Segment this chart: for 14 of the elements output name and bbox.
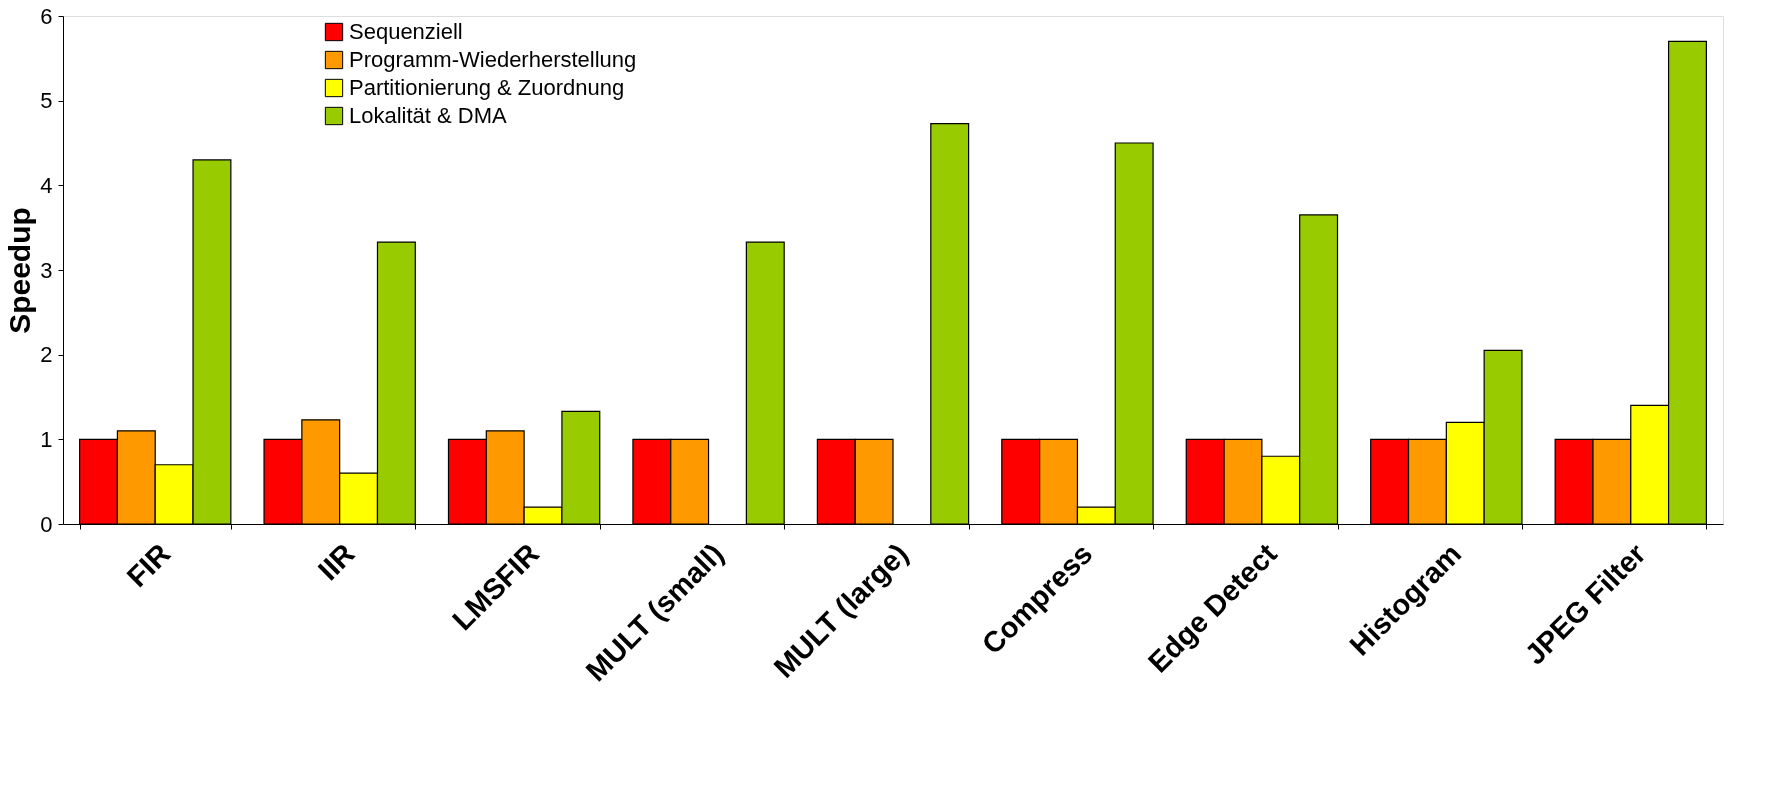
legend-label: Programm-Wiederherstellung: [349, 47, 637, 72]
x-tick-label: FIR: [120, 537, 177, 594]
y-tick-label: 0: [40, 511, 53, 537]
y-tick-label: 1: [40, 426, 53, 452]
y-axis-title: Speedup: [3, 207, 37, 334]
y-tick-label: 2: [40, 342, 53, 368]
legend-label: Partitionierung & Zuordnung: [349, 75, 625, 100]
y-tick-label: 6: [40, 3, 53, 29]
y-tick-label: 4: [40, 172, 53, 198]
y-tick-label: 3: [40, 257, 53, 283]
legend-label: Lokalität & DMA: [349, 103, 508, 128]
x-tick-label: IIR: [311, 537, 361, 587]
y-tick-label: 5: [40, 88, 53, 114]
legend-label: Sequenziell: [349, 19, 463, 44]
